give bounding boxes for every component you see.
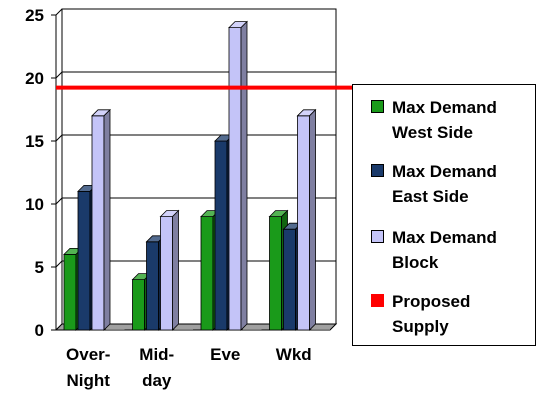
y-tick-label: 20 bbox=[25, 69, 44, 88]
y-tick-label: 0 bbox=[35, 321, 44, 340]
legend-swatch-block bbox=[371, 230, 384, 243]
y-tick-label: 5 bbox=[35, 258, 44, 277]
y-axis-ticks: 0 5 10 15 20 25 bbox=[25, 6, 56, 340]
floor-slab bbox=[174, 329, 193, 330]
bar-front bbox=[77, 190, 91, 331]
bar-side bbox=[240, 20, 248, 331]
legend-swatch-supply bbox=[371, 294, 384, 307]
x-category-label-line: Eve bbox=[210, 345, 240, 364]
legend-item-supply: Proposed Supply bbox=[371, 289, 470, 339]
gridline-diag bbox=[55, 134, 63, 142]
floor-slab-front bbox=[311, 329, 330, 330]
floor-slab bbox=[243, 329, 262, 330]
bar-front bbox=[283, 228, 296, 331]
bar-side bbox=[309, 108, 316, 331]
y-tick-label: 10 bbox=[25, 195, 44, 214]
x-category-label-line: Wkd bbox=[276, 345, 312, 364]
gridline-diag bbox=[55, 71, 63, 79]
bar-front bbox=[146, 241, 159, 331]
legend-swatch-west bbox=[371, 100, 384, 113]
bar-front bbox=[269, 216, 282, 331]
legend-swatch-east bbox=[371, 164, 384, 177]
x-category-label: Wkd bbox=[276, 345, 312, 364]
x-category-label-line: day bbox=[142, 371, 172, 390]
floor-slab-front bbox=[243, 329, 262, 330]
bar-front bbox=[228, 27, 242, 331]
legend-label-west: Max Demand West Side bbox=[392, 98, 497, 142]
bar-front bbox=[200, 216, 214, 331]
x-category-label: Mid-day bbox=[139, 345, 174, 390]
gridline-diag bbox=[55, 8, 63, 16]
legend-label-east: Max Demand East Side bbox=[392, 162, 497, 206]
floor-slab bbox=[311, 329, 330, 330]
x-category-label: Over- Night bbox=[66, 345, 110, 390]
bar bbox=[296, 108, 317, 331]
bar-side bbox=[172, 209, 179, 331]
legend-item-block: Max Demand Block bbox=[371, 225, 497, 275]
legend-label-supply: Proposed Supply bbox=[392, 292, 471, 336]
x-axis-categories: Over- Night Mid-day Eve Wkd bbox=[66, 345, 312, 390]
y-tick-label: 25 bbox=[25, 6, 44, 25]
bar-front bbox=[132, 279, 145, 331]
bar-front bbox=[297, 115, 310, 331]
y-tick-label: 15 bbox=[25, 132, 44, 151]
bar-front bbox=[63, 253, 77, 331]
bar-front bbox=[91, 115, 105, 331]
bar bbox=[91, 108, 111, 331]
bar-side bbox=[103, 108, 111, 331]
bar bbox=[159, 209, 180, 331]
floor-slab bbox=[106, 329, 125, 330]
x-category-label: Eve bbox=[210, 345, 240, 364]
floor-slab-front bbox=[174, 329, 193, 330]
legend: Max Demand West Side Max Demand East Sid… bbox=[352, 84, 536, 346]
legend-label-block: Max Demand Block bbox=[392, 228, 497, 272]
bar-front bbox=[214, 140, 228, 331]
bar-front bbox=[160, 216, 173, 331]
gridline-diag bbox=[55, 197, 63, 205]
legend-item-east: Max Demand East Side bbox=[371, 159, 497, 209]
legend-item-west: Max Demand West Side bbox=[371, 95, 497, 145]
x-category-label-line: Night bbox=[67, 371, 111, 390]
bar bbox=[228, 20, 248, 331]
bars bbox=[63, 20, 330, 331]
gridline-diag bbox=[55, 260, 63, 268]
floor-slab-front bbox=[106, 329, 125, 330]
x-category-label-line: Mid- bbox=[139, 345, 174, 364]
x-category-label-line: Over- bbox=[66, 345, 110, 364]
